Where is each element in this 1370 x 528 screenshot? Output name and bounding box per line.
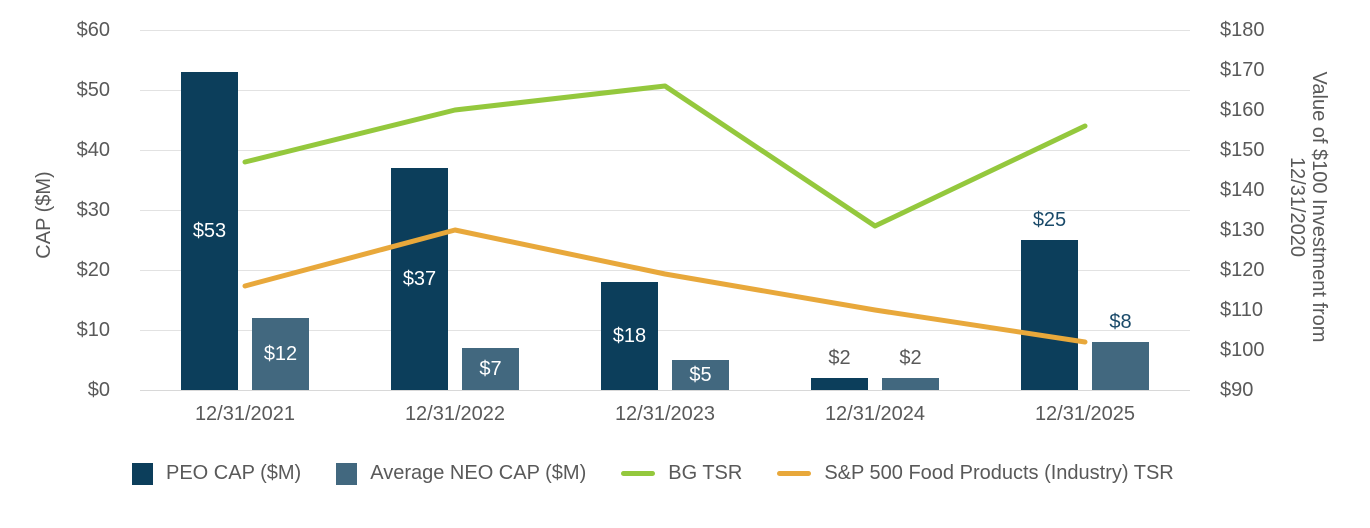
- x-axis-label: 12/31/2025: [1034, 403, 1136, 425]
- legend-label: PEO CAP ($M): [166, 462, 302, 484]
- legend-item-s-p-500-food-products-industry-tsr: S&P 500 Food Products (Industry) TSR: [777, 462, 1174, 485]
- bar-value-label: $8: [1109, 311, 1132, 333]
- x-axis-label: 12/31/2021: [194, 403, 296, 425]
- left-axis-tick: $60: [76, 19, 110, 41]
- right-axis-tick: $90: [1220, 379, 1254, 401]
- line-swatch-icon: [777, 471, 812, 476]
- line-swatch-icon: [621, 471, 656, 476]
- bar-value-label: $5: [689, 364, 712, 386]
- x-axis-label: 12/31/2022: [404, 403, 506, 425]
- left-axis-tick: $30: [76, 199, 110, 221]
- bg-tsr-line: [242, 83, 1088, 229]
- peo-cap-bar: [811, 378, 868, 390]
- right-axis-tick: $160: [1220, 99, 1265, 121]
- bar-value-label: $37: [402, 268, 437, 290]
- left-axis-tick: $0: [87, 379, 110, 401]
- left-axis-tick: $20: [76, 259, 110, 281]
- left-axis-title: CAP ($M): [33, 171, 55, 259]
- sp500-food-products-tsr-line: [242, 227, 1088, 345]
- right-axis-tick: $130: [1220, 219, 1265, 241]
- chart-legend: PEO CAP ($M) Average NEO CAP ($M) BG TSR S&…: [0, 462, 1370, 485]
- bar-value-label: $18: [612, 325, 647, 347]
- right-axis-tick: $180: [1220, 19, 1265, 41]
- gridline: [140, 30, 1190, 31]
- square-swatch-icon: [336, 462, 358, 485]
- tsr-lines-layer: [242, 83, 1088, 345]
- right-axis-tick: $170: [1220, 59, 1265, 81]
- gridline: [140, 270, 1190, 271]
- gridline: [140, 330, 1190, 331]
- bar-value-label: $25: [1032, 209, 1067, 231]
- peo-cap-bar: [601, 282, 658, 390]
- gridline: [140, 390, 1190, 391]
- bar-value-label: $7: [479, 358, 502, 380]
- peo-cap-bar: [1021, 240, 1078, 390]
- neo-cap-bar: [882, 378, 939, 390]
- neo-cap-bar: [1092, 342, 1149, 390]
- gridline: [140, 90, 1190, 91]
- legend-item-peo-cap-m: PEO CAP ($M): [132, 462, 301, 485]
- right-axis-tick: $150: [1220, 139, 1265, 161]
- right-axis-tick: $120: [1220, 259, 1265, 281]
- neo-cap-bar: [252, 318, 309, 390]
- x-axis-label: 12/31/2024: [824, 403, 926, 425]
- bar-value-label: $2: [899, 347, 922, 369]
- peo-cap-bar: [181, 72, 238, 390]
- bar-value-label: $2: [828, 347, 851, 369]
- right-axis-tick: $110: [1220, 299, 1264, 321]
- neo-cap-bar: [462, 348, 519, 390]
- legend-label: Average NEO CAP ($M): [370, 462, 587, 484]
- legend-item-average-neo-cap-m: Average NEO CAP ($M): [336, 462, 586, 485]
- legend-label: BG TSR: [668, 462, 743, 484]
- left-axis-tick: $50: [76, 79, 110, 101]
- peo-cap-bar: [391, 168, 448, 390]
- left-axis-tick: $10: [76, 319, 110, 341]
- x-axis-label: 12/31/2023: [614, 403, 716, 425]
- right-axis-tick: $100: [1220, 339, 1265, 361]
- bar-value-label: $12: [263, 343, 298, 365]
- right-axis-title: Value of $100 Investment from 12/31/2020: [1286, 71, 1330, 343]
- legend-label: S&P 500 Food Products (Industry) TSR: [824, 462, 1174, 484]
- neo-cap-bar: [672, 360, 729, 390]
- legend-item-bg-tsr: BG TSR: [621, 462, 742, 485]
- gridline: [140, 150, 1190, 151]
- gridline: [140, 210, 1190, 211]
- square-swatch-icon: [132, 462, 153, 485]
- left-axis-tick: $40: [76, 139, 110, 161]
- right-axis-tick: $140: [1220, 179, 1265, 201]
- bar-value-label: $53: [192, 220, 227, 242]
